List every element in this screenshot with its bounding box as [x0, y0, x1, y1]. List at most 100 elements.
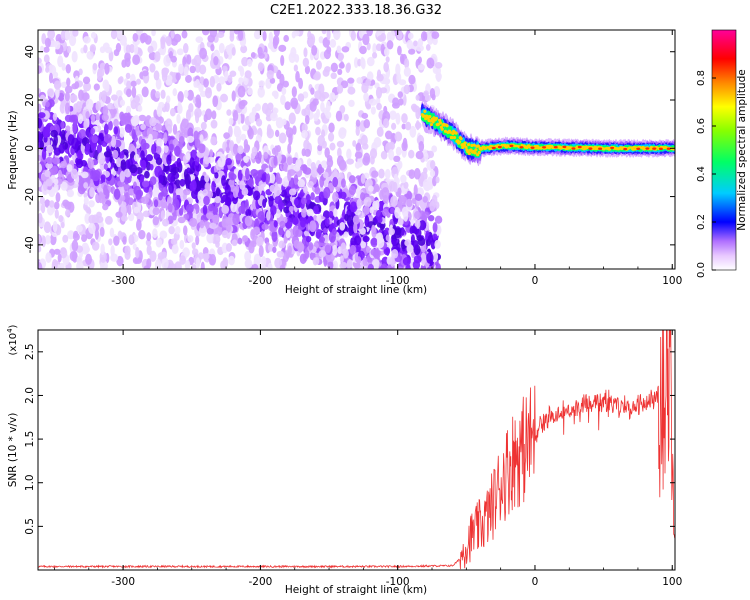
- heatmap-cell: [383, 47, 390, 57]
- heatmap-cell: [319, 175, 325, 188]
- heatmap-cell: [316, 60, 322, 70]
- heatmap-cell: [287, 169, 296, 176]
- heatmap-cell: [57, 169, 63, 178]
- heatmap-cell: [181, 118, 189, 129]
- heatmap-cell: [332, 30, 341, 41]
- heatmap-cell: [191, 242, 196, 250]
- heatmap-cell: [38, 262, 43, 269]
- heatmap-cell: [89, 44, 97, 53]
- heatmap-cell: [332, 244, 338, 256]
- heatmap-cell: [294, 53, 300, 63]
- heatmap-cell: [131, 86, 137, 98]
- heatmap-cell: [141, 180, 150, 188]
- heatmap-cell: [169, 108, 176, 117]
- heatmap-cell: [238, 205, 246, 214]
- heatmap-cell: [123, 168, 132, 178]
- heatmap-cell: [96, 144, 103, 154]
- heatmap-cell: [150, 88, 157, 101]
- heatmap-cell: [347, 86, 356, 95]
- heatmap-cell: [258, 80, 265, 87]
- heatmap-cell: [163, 145, 169, 154]
- heatmap-cell: [423, 109, 427, 113]
- heatmap-cell: [378, 268, 381, 269]
- heatmap-cell: [339, 127, 347, 135]
- heatmap-cell: [136, 218, 142, 231]
- heatmap-cell: [245, 258, 251, 269]
- heatmap-cell: [325, 111, 332, 119]
- heatmap-cell: [45, 252, 52, 263]
- heatmap-cell: [278, 132, 287, 144]
- heatmap-cell: [432, 176, 437, 187]
- heatmap-cell: [284, 101, 291, 111]
- heatmap-cell: [408, 48, 416, 55]
- heatmap-cell: [91, 144, 97, 153]
- heatmap-cell: [48, 64, 54, 73]
- heatmap-cell: [359, 227, 366, 235]
- heatmap-cell: [371, 259, 380, 269]
- heatmap-cell: [179, 255, 186, 265]
- heatmap-cell: [326, 30, 331, 41]
- heatmap-cell: [125, 72, 131, 80]
- heatmap-cell: [377, 34, 385, 42]
- heatmap-cell: [257, 46, 263, 57]
- heatmap-cell: [75, 158, 84, 169]
- heatmap-cell: [199, 47, 208, 60]
- heatmap-cell: [96, 211, 102, 219]
- heatmap-cell: [420, 31, 428, 42]
- heatmap-cell: [413, 211, 421, 220]
- heatmap-cell: [161, 218, 170, 227]
- heatmap-cell: [91, 135, 99, 144]
- heatmap-cell: [291, 86, 297, 98]
- heatmap-cell: [64, 85, 73, 94]
- heatmap-cell: [412, 260, 421, 269]
- heatmap-cell: [389, 30, 396, 41]
- heatmap-cell: [172, 138, 179, 146]
- heatmap-cell: [187, 235, 194, 243]
- heatmap-cell: [404, 239, 412, 247]
- heatmap-cell: [256, 236, 264, 247]
- heatmap-cell: [203, 221, 211, 229]
- heatmap-cell: [388, 149, 395, 161]
- heatmap-cell: [186, 167, 191, 174]
- heatmap-cell: [395, 63, 401, 76]
- heatmap-cell: [67, 189, 73, 197]
- heatmap-cell: [278, 240, 286, 249]
- heatmap-cell: [385, 56, 390, 63]
- heatmap-cell: [58, 143, 65, 154]
- heatmap-cell: [262, 198, 267, 209]
- heatmap-cell: [354, 235, 362, 246]
- heatmap-cell: [90, 127, 96, 135]
- heatmap-cell: [179, 239, 185, 250]
- heatmap-cell: [125, 44, 132, 54]
- heatmap-cell: [416, 44, 424, 52]
- heatmap-cell: [329, 92, 336, 103]
- heatmap-cell: [238, 77, 244, 84]
- heatmap-cell: [420, 252, 427, 265]
- heatmap-cell: [96, 69, 103, 81]
- heatmap-cell: [360, 240, 367, 249]
- heatmap-cell: [78, 89, 84, 101]
- heatmap-cell: [354, 161, 361, 169]
- heatmap-cell: [228, 173, 237, 181]
- heatmap-cell: [386, 40, 394, 50]
- heatmap-cell: [237, 85, 246, 98]
- heatmap-cell: [155, 124, 160, 131]
- heatmap-cell: [270, 112, 278, 122]
- heatmap-cell: [178, 63, 184, 75]
- heatmap-cell: [308, 241, 314, 251]
- heatmap-cell: [138, 114, 147, 122]
- heatmap-cell: [184, 259, 191, 269]
- heatmap-cell: [122, 183, 131, 191]
- heatmap-cell: [108, 50, 114, 62]
- heatmap-cell: [133, 206, 140, 214]
- heatmap-cell: [98, 132, 104, 140]
- heatmap-cell: [110, 135, 117, 148]
- heatmap-cell: [232, 143, 239, 155]
- heatmap-cell: [367, 263, 374, 269]
- heatmap-cell: [370, 106, 376, 115]
- heatmap-cell: [38, 212, 43, 224]
- heatmap-cell: [440, 127, 444, 131]
- heatmap-cell: [191, 248, 199, 256]
- heatmap-cell: [38, 57, 42, 64]
- heatmap-cell: [397, 162, 402, 170]
